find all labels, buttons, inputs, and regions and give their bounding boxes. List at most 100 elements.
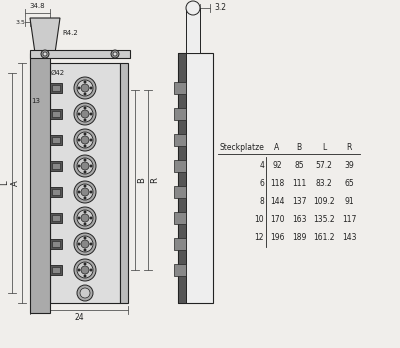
Text: A: A [10, 180, 20, 186]
Text: 117: 117 [342, 215, 356, 224]
Circle shape [84, 197, 86, 199]
Text: 161.2: 161.2 [313, 234, 335, 243]
Bar [174, 82, 186, 94]
Text: L: L [322, 143, 326, 152]
Text: Ø42: Ø42 [51, 70, 65, 76]
Bar [52, 137, 60, 143]
Text: 17: 17 [38, 34, 48, 40]
Text: 135.2: 135.2 [313, 215, 335, 224]
Text: R4.2: R4.2 [62, 30, 78, 36]
Text: 111: 111 [292, 180, 306, 189]
Bar [178, 53, 186, 303]
Bar [174, 134, 186, 146]
Circle shape [78, 191, 80, 193]
Polygon shape [30, 18, 60, 53]
Circle shape [84, 145, 86, 147]
Circle shape [74, 181, 96, 203]
Text: 3.2: 3.2 [214, 3, 226, 13]
Circle shape [78, 139, 80, 141]
Circle shape [90, 165, 92, 167]
Text: 10: 10 [254, 215, 264, 224]
Text: 24: 24 [74, 314, 84, 323]
Text: 83.2: 83.2 [316, 180, 332, 189]
Circle shape [77, 210, 93, 226]
Text: 137: 137 [292, 198, 306, 206]
Circle shape [74, 207, 96, 229]
Circle shape [77, 158, 93, 174]
Circle shape [84, 263, 86, 265]
Bar [174, 108, 186, 120]
Text: 170: 170 [270, 215, 284, 224]
Bar [174, 186, 186, 198]
Bar [186, 8, 200, 53]
Bar [52, 85, 60, 91]
Circle shape [78, 87, 80, 89]
Circle shape [84, 185, 86, 187]
Circle shape [90, 113, 92, 115]
Text: 57.2: 57.2 [316, 161, 332, 171]
Circle shape [113, 52, 117, 56]
Text: R: R [346, 143, 352, 152]
Bar [174, 160, 186, 172]
Circle shape [80, 288, 90, 298]
Bar [50, 83, 62, 93]
Text: 118: 118 [270, 180, 284, 189]
Circle shape [81, 188, 89, 196]
Bar [52, 189, 60, 195]
Circle shape [77, 184, 93, 200]
Circle shape [74, 129, 96, 151]
Text: R: R [150, 177, 160, 183]
Bar [52, 215, 60, 221]
Circle shape [78, 113, 80, 115]
Circle shape [81, 110, 89, 118]
Bar [50, 63, 120, 303]
Circle shape [81, 84, 89, 92]
Text: 4: 4 [259, 161, 264, 171]
Bar [50, 161, 62, 171]
Circle shape [84, 237, 86, 239]
Circle shape [84, 275, 86, 277]
Circle shape [74, 77, 96, 99]
Bar [120, 63, 128, 303]
Circle shape [186, 1, 200, 15]
Bar [50, 135, 62, 145]
Text: 8: 8 [259, 198, 264, 206]
Text: 6: 6 [259, 180, 264, 189]
Bar [50, 239, 62, 249]
Text: 109.2: 109.2 [313, 198, 335, 206]
Circle shape [74, 103, 96, 125]
Circle shape [90, 139, 92, 141]
Bar [178, 53, 213, 303]
Text: 143: 143 [342, 234, 356, 243]
Bar [30, 50, 130, 58]
Circle shape [81, 162, 89, 170]
Circle shape [78, 165, 80, 167]
Text: L: L [0, 181, 10, 185]
Circle shape [84, 133, 86, 135]
Circle shape [74, 233, 96, 255]
Circle shape [41, 50, 49, 58]
Text: 65: 65 [344, 180, 354, 189]
Circle shape [81, 214, 89, 222]
Text: 3.5: 3.5 [15, 19, 25, 24]
Circle shape [84, 119, 86, 121]
Circle shape [78, 269, 80, 271]
Circle shape [84, 107, 86, 109]
Bar [174, 212, 186, 224]
Circle shape [81, 240, 89, 248]
Circle shape [43, 52, 47, 56]
Bar [174, 264, 186, 276]
Circle shape [90, 217, 92, 219]
Circle shape [74, 259, 96, 281]
Circle shape [90, 243, 92, 245]
Circle shape [90, 269, 92, 271]
Circle shape [77, 262, 93, 278]
Text: 92: 92 [272, 161, 282, 171]
Text: Steckplatze: Steckplatze [219, 143, 264, 152]
Circle shape [84, 159, 86, 161]
Bar [30, 53, 50, 313]
Circle shape [81, 266, 89, 274]
Bar [52, 241, 60, 247]
Circle shape [77, 285, 93, 301]
Circle shape [84, 81, 86, 83]
